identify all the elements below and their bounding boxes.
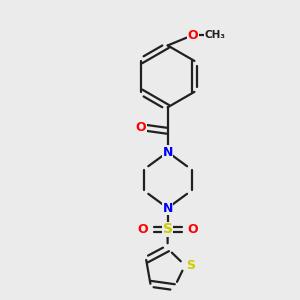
Text: N: N	[163, 202, 173, 214]
Text: N: N	[163, 146, 173, 159]
Text: CH₃: CH₃	[204, 30, 225, 40]
Text: O: O	[188, 223, 198, 236]
Text: O: O	[188, 29, 198, 42]
Text: O: O	[137, 223, 148, 236]
Text: S: S	[163, 222, 173, 236]
Text: O: O	[136, 122, 146, 134]
Text: S: S	[186, 259, 195, 272]
